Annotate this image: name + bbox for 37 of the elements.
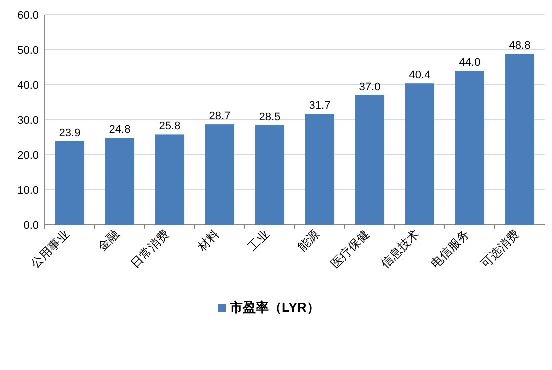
x-tick-label: 日常消费 <box>128 227 172 272</box>
bar <box>106 138 134 225</box>
x-tick-label: 材料 <box>194 227 222 255</box>
x-tick-label: 金融 <box>95 227 122 254</box>
y-tick-label: 20.0 <box>18 150 39 162</box>
bar <box>156 134 184 225</box>
bar <box>56 141 84 225</box>
bar <box>256 125 284 225</box>
bar <box>356 96 384 225</box>
x-tick-label: 可选消费 <box>478 227 522 272</box>
y-tick-label: 60.0 <box>18 10 39 22</box>
bar <box>506 54 534 225</box>
y-tick-label: 30.0 <box>18 115 39 127</box>
x-tick-label: 能源 <box>295 227 322 254</box>
data-label: 48.8 <box>509 40 531 52</box>
data-label: 23.9 <box>59 127 81 140</box>
data-label: 28.5 <box>259 111 281 124</box>
y-tick-label: 40.0 <box>18 80 39 92</box>
data-label: 25.8 <box>159 120 181 133</box>
data-label: 24.8 <box>109 124 131 136</box>
legend: 市盈率（LYR） <box>218 300 320 315</box>
data-label: 37.0 <box>359 82 381 94</box>
bar <box>206 124 234 225</box>
x-tick-label: 信息技术 <box>378 227 422 272</box>
y-tick-label: 10.0 <box>18 185 39 197</box>
x-tick-label: 医疗保健 <box>328 227 372 272</box>
data-label: 44.0 <box>459 57 481 69</box>
y-tick-label: 0.0 <box>24 220 39 232</box>
data-label: 28.7 <box>209 110 231 123</box>
data-label: 31.7 <box>309 100 331 112</box>
x-tick-label: 电信服务 <box>428 227 472 272</box>
bar <box>406 84 434 225</box>
data-label: 40.4 <box>409 70 431 82</box>
x-tick-label: 工业 <box>245 227 272 254</box>
y-tick-label: 50.0 <box>18 45 39 57</box>
bar <box>456 71 484 225</box>
bar <box>306 114 334 225</box>
